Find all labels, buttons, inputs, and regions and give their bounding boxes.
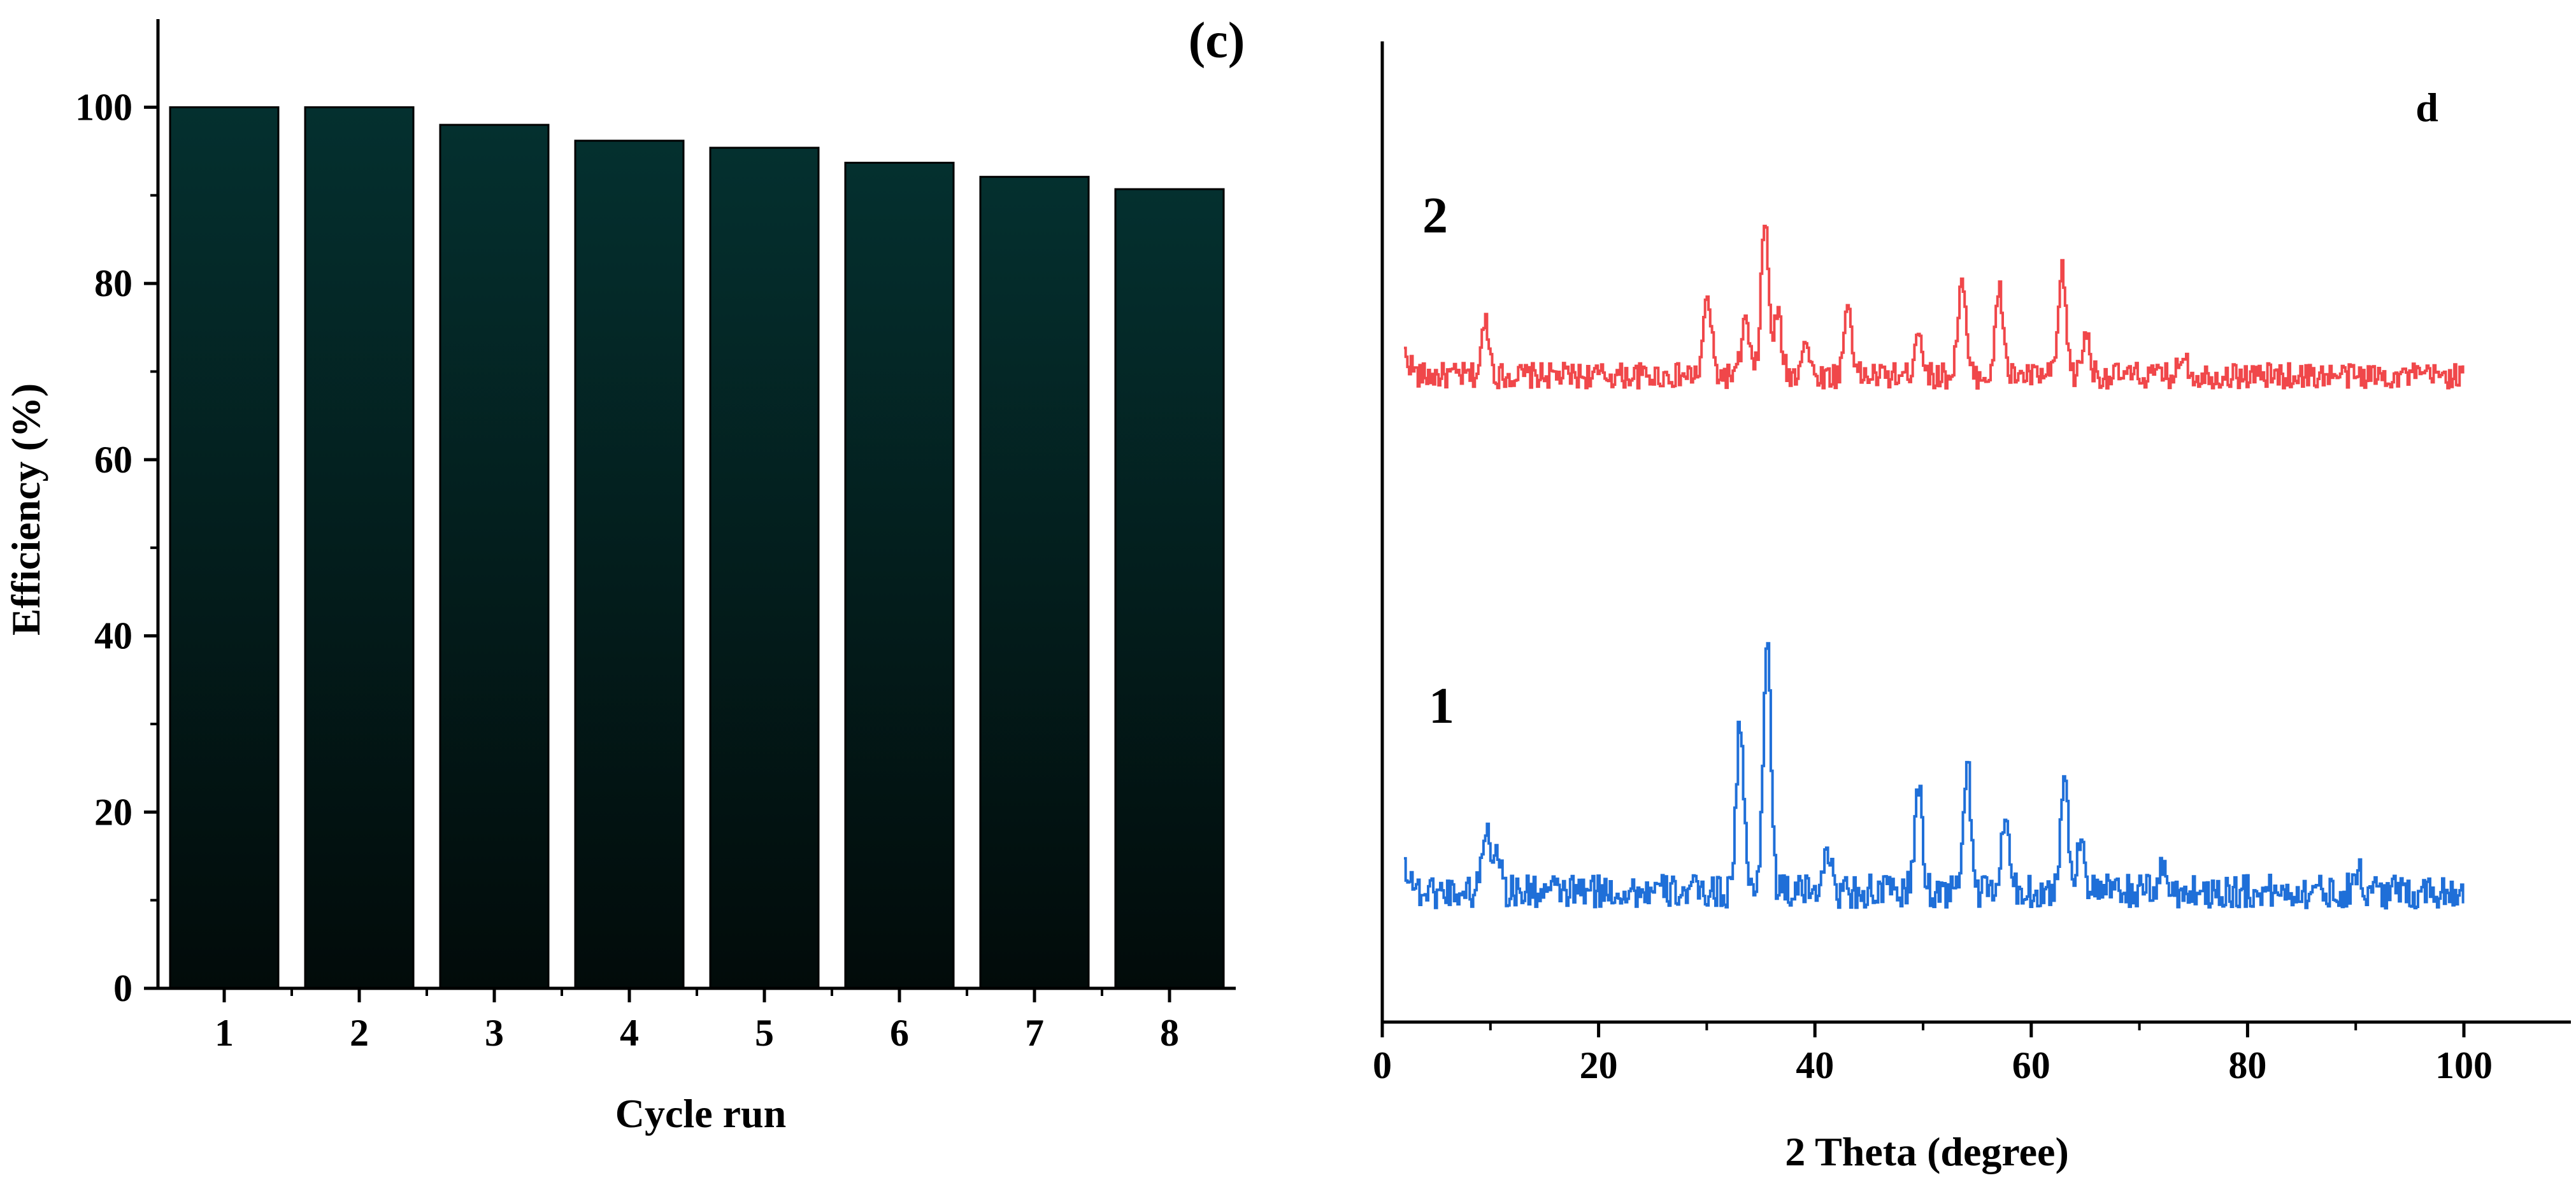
y-tick-label: 0 bbox=[113, 967, 132, 1009]
xrd-chart-panel: 0 20 40 60 80 100 2 1 d 2 Theta (degree) bbox=[1373, 41, 2571, 1174]
xrd-x-tick-label: 100 bbox=[2435, 1044, 2493, 1086]
xrd-x-tick-label: 20 bbox=[1580, 1044, 1618, 1086]
x-tick-label: 5 bbox=[755, 1012, 774, 1054]
xrd-chart-axes bbox=[1380, 41, 2571, 1024]
xrd-x-tick-label: 40 bbox=[1796, 1044, 1834, 1086]
y-tick-label: 40 bbox=[94, 615, 132, 657]
xrd-x-tick-label: 80 bbox=[2228, 1044, 2266, 1086]
xrd-series-2-line bbox=[1404, 224, 2465, 390]
xrd-x-tick-label: 0 bbox=[1373, 1044, 1392, 1086]
bar-chart-y-ticks: 0 20 40 60 80 100 bbox=[75, 86, 158, 1009]
x-tick-label: 6 bbox=[890, 1012, 909, 1054]
xrd-series-1-line bbox=[1404, 642, 2465, 910]
x-tick-label: 2 bbox=[350, 1012, 369, 1054]
panel-label-c: (c) bbox=[1189, 13, 1245, 69]
bar-cycle-1 bbox=[169, 106, 280, 990]
xrd-series-1-label: 1 bbox=[1429, 678, 1454, 734]
y-tick-label: 60 bbox=[94, 439, 132, 481]
bar-cycle-7 bbox=[979, 176, 1090, 990]
bar-cycle-6 bbox=[844, 162, 955, 990]
bar-cycle-5 bbox=[709, 146, 820, 990]
y-tick-label: 20 bbox=[94, 791, 132, 833]
bar-cycle-2 bbox=[304, 106, 415, 990]
y-tick-label: 100 bbox=[75, 86, 132, 128]
bar-chart-x-ticks: 1 2 3 4 5 6 7 8 bbox=[215, 988, 1179, 1054]
y-tick-label: 80 bbox=[94, 262, 132, 304]
xrd-x-tick-label: 60 bbox=[2012, 1044, 2050, 1086]
xrd-series-2-label: 2 bbox=[1422, 188, 1448, 244]
bar-cycle-3 bbox=[439, 124, 550, 990]
x-tick-label: 3 bbox=[485, 1012, 504, 1054]
xrd-series bbox=[1404, 224, 2465, 910]
x-tick-label: 7 bbox=[1025, 1012, 1044, 1054]
xrd-chart-x-ticks: 0 20 40 60 80 100 bbox=[1373, 1022, 2493, 1086]
x-tick-label: 1 bbox=[215, 1012, 234, 1054]
x-tick-label: 8 bbox=[1160, 1012, 1179, 1054]
bar-series bbox=[169, 106, 1225, 990]
panel-label-d: d bbox=[2415, 85, 2438, 130]
bar-chart-panel: 0 20 40 60 80 100 1 2 3 4 5 6 7 8 Cycle run Efficien… bbox=[3, 13, 1245, 1136]
x-tick-label: 4 bbox=[620, 1012, 639, 1054]
bar-chart-x-axis-title: Cycle run bbox=[615, 1091, 786, 1136]
xrd-x-axis-title: 2 Theta (degree) bbox=[1785, 1129, 2069, 1174]
bar-cycle-8 bbox=[1114, 188, 1225, 990]
bar-cycle-4 bbox=[574, 139, 685, 990]
bar-chart-y-axis-title: Efficiency (%) bbox=[3, 383, 48, 636]
